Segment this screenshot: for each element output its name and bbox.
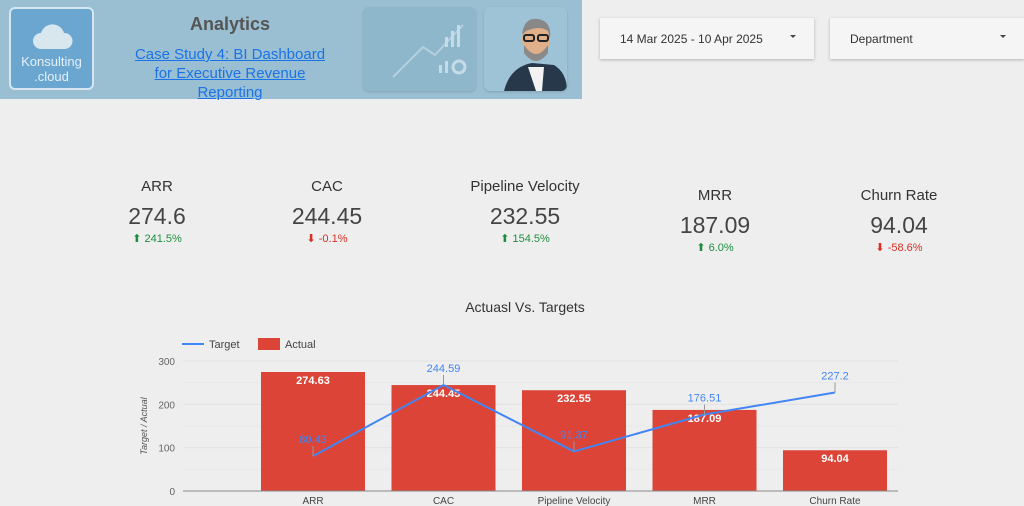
chart-title: Actuasl Vs. Targets	[465, 299, 585, 315]
kpi-card-pipeline-velocity: Pipeline Velocity 232.55 ⬆ 154.5%	[445, 178, 605, 245]
target-data-label: 244.59	[427, 363, 461, 375]
x-tick-label: CAC	[433, 496, 454, 506]
bar-data-label: 232.55	[557, 393, 591, 405]
logo-text: Konsulting	[21, 54, 82, 69]
y-axis-label: Target / Actual	[139, 396, 149, 454]
bar-data-label: 94.04	[821, 453, 849, 465]
department-dropdown[interactable]: Department	[830, 18, 1024, 59]
chevron-down-icon	[790, 35, 796, 38]
bar-data-label: 274.63	[296, 375, 330, 387]
arrow-down-icon: ⬇	[875, 242, 885, 254]
logo-text: .cloud	[34, 69, 69, 84]
department-value: Department	[850, 32, 913, 46]
bar-actual[interactable]	[391, 385, 496, 491]
legend-target-label[interactable]: Target	[209, 339, 240, 351]
kpi-card-arr: ARR 274.6 ⬆ 241.5%	[77, 178, 237, 245]
arrow-up-icon: ⬆	[500, 233, 510, 245]
legend-actual-label[interactable]: Actual	[285, 339, 316, 351]
y-tick-label: 0	[169, 487, 175, 498]
kpi-label: ARR	[141, 178, 173, 195]
x-tick-label: Churn Rate	[809, 496, 861, 506]
avatar	[484, 7, 567, 91]
kpi-delta-value: 6.0%	[708, 242, 734, 254]
arrow-up-icon: ⬆	[132, 233, 142, 245]
x-tick-label: MRR	[693, 496, 716, 506]
kpi-value: 244.45	[291, 203, 363, 229]
kpi-label: MRR	[697, 187, 733, 204]
target-data-label: 176.51	[688, 393, 722, 405]
kpi-delta: ⬇ -0.1%	[247, 232, 407, 245]
kpi-delta-value: 154.5%	[512, 233, 550, 245]
target-data-label: 227.2	[821, 371, 849, 383]
legend-actual-swatch	[258, 338, 280, 350]
y-tick-label: 200	[158, 400, 175, 411]
kpi-label: CAC	[311, 178, 343, 195]
konsulting-logo[interactable]: Konsulting .cloud	[9, 7, 94, 90]
case-study-link[interactable]: Case Study 4: BI Dashboard for Executive…	[134, 46, 326, 101]
y-tick-label: 300	[158, 357, 175, 368]
kpi-delta: ⬆ 241.5%	[77, 232, 237, 245]
kpi-delta-value: 241.5%	[144, 233, 182, 245]
x-tick-label: Pipeline Velocity	[538, 496, 611, 506]
page-title: Analytics	[189, 14, 271, 34]
kpi-card-cac: CAC 244.45 ⬇ -0.1%	[247, 178, 407, 245]
arrow-up-icon: ⬆	[696, 242, 706, 254]
kpi-value: 232.55	[489, 203, 561, 229]
kpi-delta: ⬇ -58.6%	[819, 241, 979, 254]
bar-data-label: 244.45	[427, 388, 461, 400]
date-range-dropdown[interactable]: 14 Mar 2025 - 10 Apr 2025	[600, 18, 814, 59]
kpi-value: 94.04	[870, 212, 928, 238]
kpi-delta-value: -0.1%	[318, 233, 348, 245]
kpi-delta: ⬆ 154.5%	[445, 232, 605, 245]
kpi-label: Churn Rate	[860, 187, 938, 204]
kpi-delta-value: -58.6%	[887, 242, 923, 254]
x-tick-label: ARR	[302, 496, 323, 506]
chart-growth-icon	[392, 24, 467, 78]
cloud-icon	[33, 24, 73, 49]
target-data-label: 91.37	[560, 429, 588, 441]
kpi-card-mrr: MRR 187.09 ⬆ 6.0%	[635, 187, 795, 254]
kpi-value: 187.09	[679, 212, 751, 238]
analytics-illustration	[363, 7, 476, 91]
arrow-down-icon: ⬇	[306, 233, 316, 245]
header-banner: Konsulting .cloud Analytics Case Study 4:…	[0, 0, 582, 101]
bar-actual[interactable]	[261, 371, 365, 491]
bar-actual[interactable]	[783, 450, 887, 491]
target-data-label: 80.43	[299, 434, 327, 446]
kpi-label: Pipeline Velocity	[470, 178, 580, 195]
date-range-value: 14 Mar 2025 - 10 Apr 2025	[620, 32, 763, 46]
y-tick-label: 100	[158, 444, 175, 455]
kpi-delta: ⬆ 6.0%	[635, 241, 795, 254]
kpi-card-churn-rate: Churn Rate 94.04 ⬇ -58.6%	[819, 187, 979, 254]
kpi-value: 274.6	[128, 203, 186, 229]
chevron-down-icon	[1000, 35, 1006, 38]
